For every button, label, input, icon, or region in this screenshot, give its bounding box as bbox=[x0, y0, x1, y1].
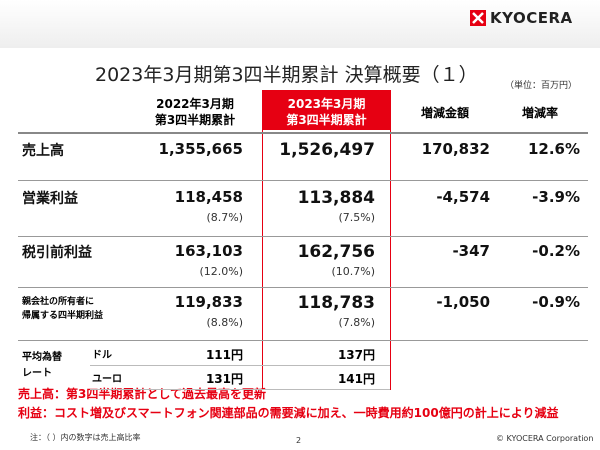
highlight-header bbox=[263, 90, 390, 130]
footnote: 注：（ ）内の数字は売上高比率 bbox=[30, 433, 141, 442]
ratio: (8.8%) bbox=[206, 316, 243, 329]
exchange-label: 平均為替 レート bbox=[22, 352, 62, 379]
rate-value: 111円 bbox=[205, 348, 243, 362]
row-divider bbox=[90, 365, 390, 366]
value: 118,458 bbox=[174, 188, 243, 206]
unit: （単位：百万円） bbox=[505, 81, 578, 91]
rate-value: 141円 bbox=[337, 372, 375, 386]
value: 119,833 bbox=[174, 293, 243, 311]
value: 1,526,497 bbox=[279, 140, 375, 160]
row-divider bbox=[18, 132, 588, 134]
column-header: 増減率 bbox=[521, 106, 558, 120]
value: 163,103 bbox=[174, 242, 243, 260]
note: 利益：コスト増及びスマートフォン関連部品の需要減に加え、一時費用約100億円の計… bbox=[18, 406, 559, 420]
column-header: 増減金額 bbox=[420, 106, 469, 120]
row-divider bbox=[18, 340, 588, 341]
logo-icon bbox=[470, 10, 486, 26]
ratio: (8.7%) bbox=[206, 211, 243, 224]
value: -0.9% bbox=[532, 293, 580, 311]
value: 113,884 bbox=[297, 188, 375, 208]
row-label: 親会社の所有者に 帰属する四半期利益 bbox=[22, 297, 104, 321]
row-divider bbox=[18, 180, 588, 181]
column-header: 2023年3月期 第3四半期累計 bbox=[286, 97, 367, 127]
rate-value: 131円 bbox=[205, 372, 243, 386]
value: 118,783 bbox=[297, 293, 375, 313]
value: 170,832 bbox=[421, 140, 490, 158]
value: -0.2% bbox=[532, 242, 580, 260]
value: -3.9% bbox=[532, 188, 580, 206]
row-divider bbox=[18, 287, 588, 288]
ratio: (12.0%) bbox=[199, 265, 243, 278]
value: -4,574 bbox=[436, 188, 490, 206]
value: -1,050 bbox=[436, 293, 490, 311]
ratio: (7.5%) bbox=[338, 211, 375, 224]
row-label: 税引前利益 bbox=[22, 245, 92, 261]
copyright: © KYOCERA Corporation bbox=[496, 434, 594, 443]
ratio: (7.8%) bbox=[338, 316, 375, 329]
row-divider bbox=[18, 236, 588, 237]
logo-text: KYOCERA bbox=[490, 9, 573, 27]
value: 1,355,665 bbox=[158, 140, 243, 158]
ratio: (10.7%) bbox=[331, 265, 375, 278]
value: -347 bbox=[452, 242, 490, 260]
row-label: 売上高 bbox=[22, 143, 64, 159]
row-label: 営業利益 bbox=[22, 191, 78, 207]
value: 162,756 bbox=[297, 242, 375, 262]
note: 売上高：第3四半期累計として過去最高を更新 bbox=[18, 387, 266, 401]
currency: ドル bbox=[92, 350, 112, 361]
column-header: 2022年3月期 第3四半期累計 bbox=[154, 97, 236, 127]
page-number: 2 bbox=[296, 436, 302, 445]
value: 12.6% bbox=[527, 140, 580, 158]
currency: ユーロ bbox=[92, 374, 122, 385]
highlight-box bbox=[262, 90, 391, 390]
title: 2023年3月期第3四半期累計 決算概要（１） bbox=[95, 64, 478, 86]
top-band bbox=[0, 0, 600, 48]
row-divider bbox=[90, 389, 390, 390]
rate-value: 137円 bbox=[337, 348, 375, 362]
